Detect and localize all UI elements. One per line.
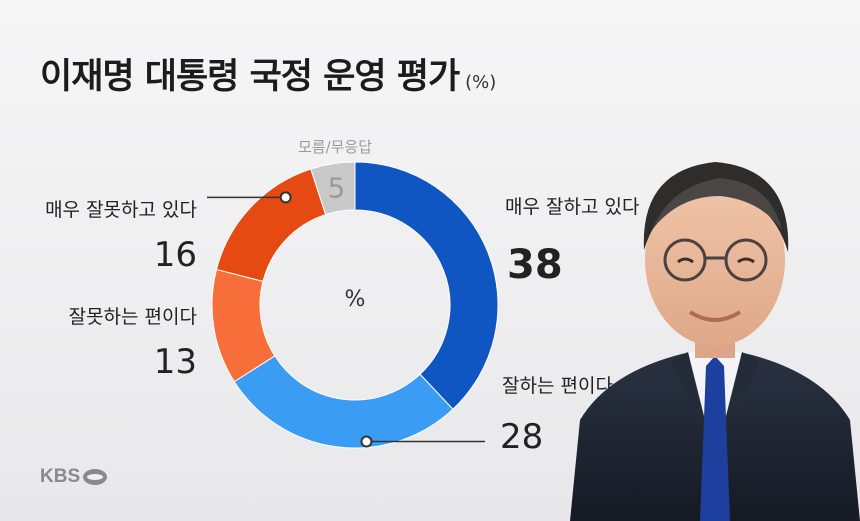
kbs-logo: KBS: [40, 466, 108, 488]
donut-slice: [233, 355, 454, 449]
slice-value-label: 5: [327, 171, 345, 204]
slice-value-label: 38: [507, 242, 563, 288]
slice-value-label: 28: [500, 417, 543, 457]
chart-title: 이재명 대통령 국정 운영 평가 (%): [40, 48, 496, 99]
slice-name-label: 매우 잘하고 있다: [505, 196, 639, 218]
chart-unit: (%): [465, 72, 497, 93]
kbs-logo-text: KBS: [40, 466, 81, 487]
slice-name-label: 매우 잘못하고 있다: [45, 199, 197, 221]
connector-dot: [360, 435, 373, 448]
slice-name-label: 잘하는 편이다: [502, 375, 613, 397]
slice-name-label: 모름/무응답: [298, 138, 372, 156]
connector-dot: [279, 191, 292, 204]
donut-slice: [215, 168, 327, 282]
donut-slices: [211, 161, 499, 449]
center-unit-label: %: [345, 287, 366, 312]
donut-slice: [310, 161, 356, 216]
slice-value-label: 16: [154, 235, 197, 275]
slice-labels: 매우 잘하고 있다 38 잘하는 편이다 28 잘못하는 편이다 13 매우 잘못하고 있다…: [45, 138, 639, 457]
slice-value-label: 13: [154, 342, 197, 382]
donut-slice: [354, 161, 499, 410]
president-portrait: [570, 162, 860, 521]
kbs-logo-mark: [83, 469, 108, 485]
chart-title-text: 이재명 대통령 국정 운영 평가: [40, 57, 460, 97]
label-connectors: [207, 191, 485, 448]
slice-name-label: 잘못하는 편이다: [69, 306, 197, 328]
